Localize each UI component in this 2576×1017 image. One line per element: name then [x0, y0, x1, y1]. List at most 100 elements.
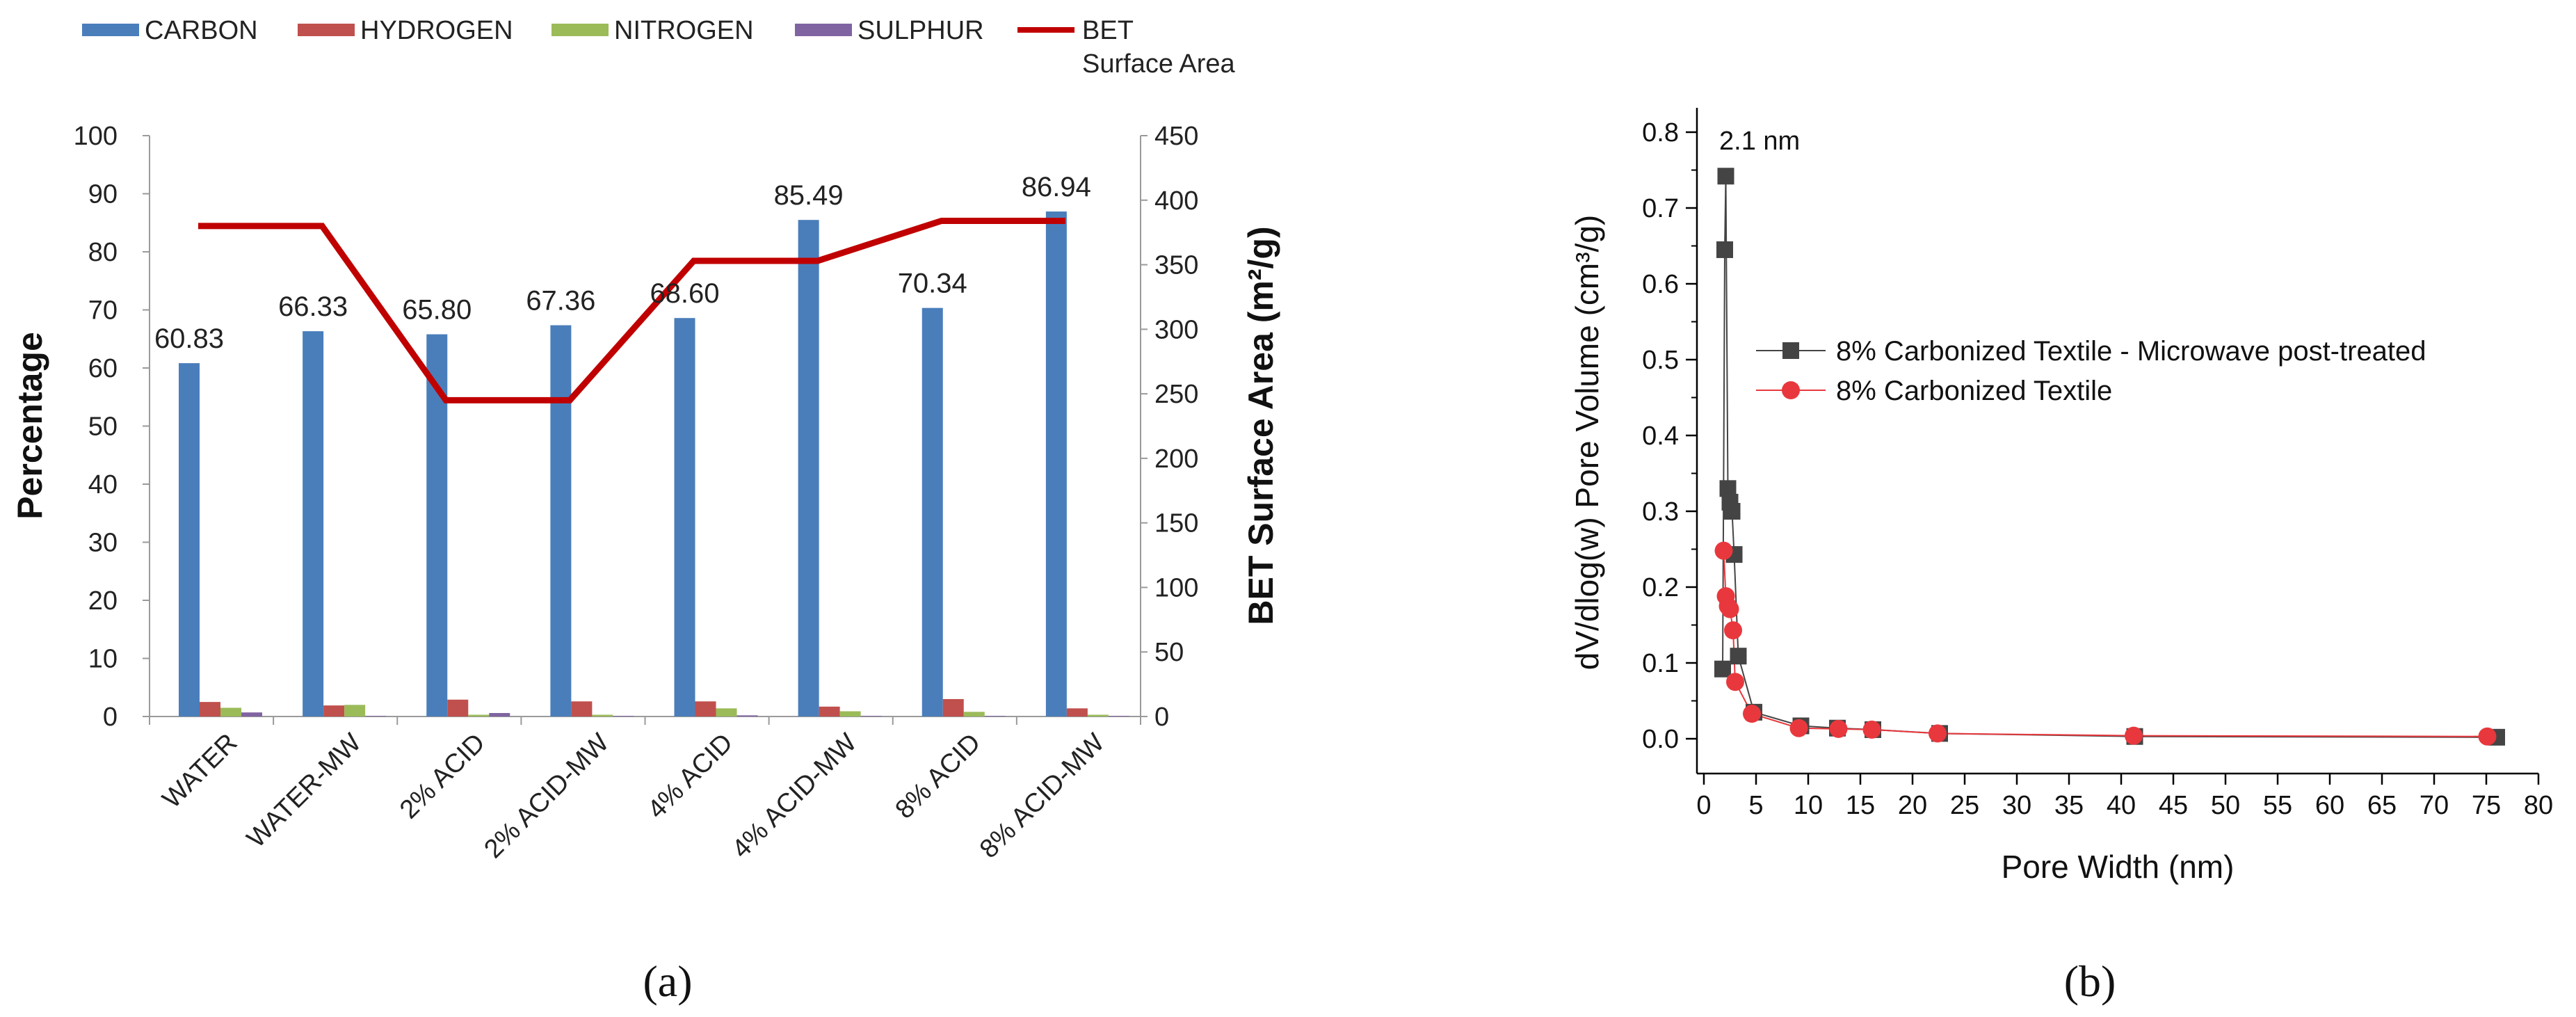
b-x-tick-label: 50	[2211, 791, 2240, 820]
bar-sulphur	[241, 712, 262, 716]
bar-nitrogen	[716, 708, 737, 716]
category-label: 4% ACID	[642, 728, 739, 825]
b-x-tick-label: 20	[1898, 791, 1927, 820]
b-y-tick-label: 0.8	[1642, 118, 1679, 147]
b-x-tick-label: 70	[2420, 791, 2449, 820]
bar-hydrogen	[323, 705, 345, 716]
right-y-tick-label: 350	[1154, 251, 1198, 280]
right-y-axis-title: BET Surface Area (m²/g)	[1241, 226, 1280, 625]
bar-carbon	[674, 318, 695, 716]
left-y-tick-label: 80	[88, 238, 118, 267]
legend-textile-swatch-marker	[1782, 381, 1800, 399]
legend-nitrogen-label: NITROGEN	[614, 16, 754, 45]
legend-textile-label: 8% Carbonized Textile	[1836, 376, 2112, 406]
b-y-axis-title: dV/dlog(w) Pore Volume (cm³/g)	[1569, 215, 1605, 670]
bar-nitrogen	[344, 705, 366, 716]
right-y-tick-label: 100	[1154, 573, 1198, 602]
b-textile-point	[1714, 541, 1733, 560]
legend-a: CARBON HYDROGEN NITROGEN SULPHUR BET Sur…	[82, 16, 1236, 79]
b-textile-point	[2478, 727, 2497, 746]
bar-nitrogen	[468, 714, 490, 716]
b-microwave-point	[1730, 648, 1747, 665]
bar-series-group	[179, 211, 1129, 716]
b-textile-point	[2125, 726, 2143, 745]
b-x-tick-label: 80	[2524, 791, 2553, 820]
left-y-tick-label: 20	[88, 586, 118, 616]
bar-hydrogen	[571, 701, 593, 716]
bar-carbon	[798, 220, 819, 716]
category-label: 4% ACID-MW	[727, 728, 863, 865]
left-y-tick-label: 100	[74, 122, 118, 151]
left-y-tick-label: 70	[88, 296, 118, 326]
legend-bet-label-line2: Surface Area	[1082, 49, 1236, 79]
carbon-data-label: 68.60	[650, 278, 719, 309]
panel-b-chart: 0.0 0.1 0.2 0.3 0.4 0.5 0.6 0.7 0.8 0 5 10 15 20 25 30…	[1569, 108, 2553, 1006]
left-y-ticks: 0 10 20 30 40 50 60 70 80 90 100	[74, 122, 150, 732]
b-y-tick-label: 0.4	[1642, 422, 1679, 451]
left-y-tick-label: 90	[88, 180, 118, 209]
b-y-tick-label: 0.6	[1642, 270, 1679, 299]
category-label: 2% ACID-MW	[478, 728, 615, 865]
right-y-tick-label: 150	[1154, 509, 1198, 538]
b-textile-point	[1743, 705, 1761, 723]
right-y-ticks: 0 50 100 150 200 250 300 350 400 450	[1141, 122, 1198, 732]
right-y-tick-label: 450	[1154, 122, 1198, 151]
carbon-data-label: 70.34	[898, 269, 967, 299]
left-y-tick-label: 10	[88, 645, 118, 674]
bar-sulphur	[489, 712, 510, 716]
legend-nitrogen-swatch	[552, 24, 609, 36]
category-label: 8% ACID-MW	[974, 728, 1111, 865]
b-textile-point	[1724, 621, 1742, 640]
left-y-tick-label: 0	[103, 703, 118, 732]
category-label: WATER	[157, 728, 243, 815]
bar-nitrogen	[839, 711, 861, 716]
bar-nitrogen	[963, 712, 985, 716]
bar-hydrogen	[942, 698, 964, 716]
legend-hydrogen-swatch	[298, 24, 355, 36]
bar-hydrogen	[200, 702, 220, 716]
b-x-tick-label: 75	[2472, 791, 2501, 820]
panel-a-chart: CARBON HYDROGEN NITROGEN SULPHUR BET Sur…	[10, 16, 1280, 1006]
left-y-tick-label: 30	[88, 529, 118, 558]
category-label: WATER-MW	[241, 728, 367, 854]
bet-line-group	[198, 217, 1065, 403]
b-x-tick-label: 0	[1696, 791, 1711, 820]
b-x-tick-label: 65	[2367, 791, 2397, 820]
b-microwave-point	[1723, 503, 1741, 520]
b-y-tick-label: 0.1	[1642, 649, 1679, 678]
right-y-tick-label: 0	[1154, 703, 1169, 732]
b-x-axis-title: Pore Width (nm)	[2002, 849, 2235, 885]
b-x-tick-label: 15	[1846, 791, 1875, 820]
b-y-tick-label: 0.7	[1642, 194, 1679, 223]
legend-hydrogen-label: HYDROGEN	[360, 16, 513, 45]
bar-carbon	[921, 307, 943, 716]
bar-hydrogen	[819, 706, 840, 716]
peak-annotation: 2.1 nm	[1719, 127, 1800, 156]
carbon-data-label: 67.36	[526, 286, 595, 317]
legend-microwave-label: 8% Carbonized Textile - Microwave post-t…	[1836, 336, 2426, 367]
b-series-group	[1714, 168, 2505, 746]
x-tick-marks	[149, 716, 1141, 725]
bar-sulphur	[736, 715, 758, 716]
bet-surface-area-line	[198, 217, 1065, 403]
b-x-tick-label: 35	[2054, 791, 2084, 820]
category-label: 8% ACID	[890, 728, 987, 825]
bar-hydrogen	[447, 699, 469, 716]
b-y-tick-label: 0.5	[1642, 346, 1679, 375]
bar-carbon	[550, 325, 572, 716]
legend-microwave-swatch-marker	[1782, 342, 1799, 359]
b-microwave-point	[1716, 241, 1733, 258]
b-x-tick-label: 30	[2002, 791, 2031, 820]
b-textile-point	[1721, 600, 1739, 618]
b-x-tick-label: 55	[2263, 791, 2292, 820]
bar-carbon	[303, 331, 324, 716]
b-x-tick-label: 45	[2159, 791, 2188, 820]
carbon-data-label: 60.83	[154, 323, 224, 354]
b-textile-point	[1726, 673, 1744, 691]
b-textile-point	[1862, 720, 1881, 739]
b-x-tick-label: 5	[1748, 791, 1763, 820]
b-x-tick-label: 60	[2315, 791, 2344, 820]
panel-b-label: (b)	[2064, 956, 2116, 1006]
